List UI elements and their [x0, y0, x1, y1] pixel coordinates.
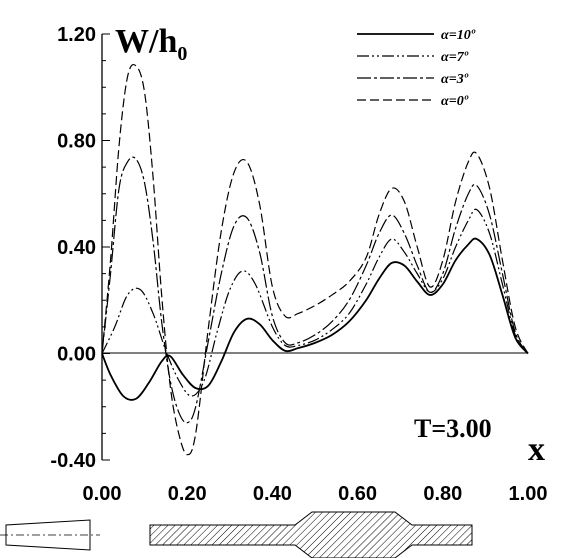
series-line-0	[101, 237, 529, 401]
y-tick-label: 1.20	[57, 24, 96, 46]
y-tick-label: 0.80	[57, 131, 96, 153]
legend-label-0: α=10º	[441, 28, 476, 43]
series-line-2	[101, 156, 529, 424]
y-tick-label: 0.00	[57, 344, 96, 366]
x-tick-label: 0.40	[253, 483, 292, 505]
legend-label-1: α=7º	[441, 50, 469, 65]
y-tick-label: -0.40	[50, 450, 96, 472]
x-axis-title: x	[528, 431, 545, 468]
cross-section-schematic	[0, 519, 100, 551]
x-tick-label: 1.00	[509, 483, 548, 505]
y-axis-title: W/h0	[115, 23, 187, 65]
series-line-1	[101, 208, 529, 397]
legend-label-2: α=3º	[441, 72, 469, 87]
x-tick-label: 0.60	[338, 483, 377, 505]
y-tick-label: 0.40	[57, 237, 96, 259]
legend-label-3: α=0º	[441, 94, 469, 109]
x-tick-group: 0.00 0.20 0.40 0.60 0.80 1.00	[83, 483, 548, 505]
x-tick-label: 0.00	[83, 483, 122, 505]
x-tick-label: 0.20	[168, 483, 207, 505]
time-annotation: T=3.00	[414, 414, 492, 443]
series-line-3	[101, 64, 529, 456]
y-tick-group: -0.40 0.00 0.40 0.80 1.20	[50, 24, 110, 472]
beam-schematic	[149, 511, 473, 558]
x-tick-label: 0.80	[423, 483, 462, 505]
series-group	[101, 64, 529, 456]
legend: α=10º α=7º α=3º α=0º	[357, 28, 476, 109]
